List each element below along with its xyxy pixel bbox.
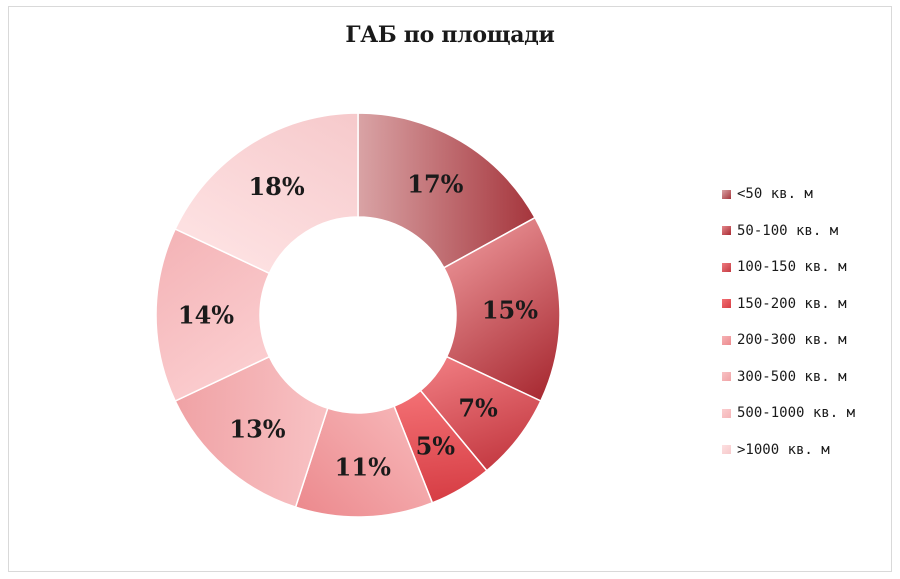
slice-data-label: 17% <box>407 170 463 199</box>
legend-item: 300-500 кв. м <box>722 359 892 396</box>
slice-data-label: 11% <box>335 452 391 481</box>
legend-item: 500-1000 кв. м <box>722 395 892 432</box>
slice-data-label: 15% <box>482 296 538 325</box>
slice-data-label: 5% <box>416 431 456 460</box>
legend-item: 150-200 кв. м <box>722 286 892 323</box>
donut-slice <box>174 112 359 275</box>
legend-item: <50 кв. м <box>722 176 892 213</box>
legend-swatch <box>722 226 731 236</box>
chart-title: ГАБ по площади <box>345 22 555 48</box>
legend-label: 100-150 кв. м <box>737 259 847 276</box>
legend-swatch <box>722 189 731 199</box>
legend-label: 300-500 кв. м <box>737 368 847 385</box>
donut-slice <box>357 112 537 269</box>
legend-swatch <box>722 408 731 418</box>
legend-item: 100-150 кв. м <box>722 249 892 286</box>
legend-label: 200-300 кв. м <box>737 332 847 349</box>
legend-swatch <box>722 335 731 345</box>
slice-data-label: 14% <box>178 301 234 330</box>
slice-data-label: 18% <box>248 172 304 201</box>
slice-data-label: 13% <box>229 415 285 444</box>
legend-swatch <box>722 262 731 272</box>
donut-slice <box>155 227 271 403</box>
legend-item: 50-100 кв. м <box>722 213 892 250</box>
legend-swatch <box>722 372 731 382</box>
slice-data-label: 7% <box>458 394 498 423</box>
legend-item: >1000 кв. м <box>722 432 892 469</box>
donut-slice <box>442 216 561 403</box>
legend-swatch <box>722 445 731 455</box>
legend-label: 500-1000 кв. м <box>737 405 856 422</box>
legend-label: 50-100 кв. м <box>737 222 839 239</box>
legend-swatch <box>722 299 731 309</box>
legend: <50 кв. м 50-100 кв. м 100-150 кв. м 150-20… <box>722 176 892 468</box>
legend-label: >1000 кв. м <box>737 441 830 458</box>
legend-label: <50 кв. м <box>737 186 813 203</box>
legend-item: 200-300 кв. м <box>722 322 892 359</box>
legend-label: 150-200 кв. м <box>737 295 847 312</box>
